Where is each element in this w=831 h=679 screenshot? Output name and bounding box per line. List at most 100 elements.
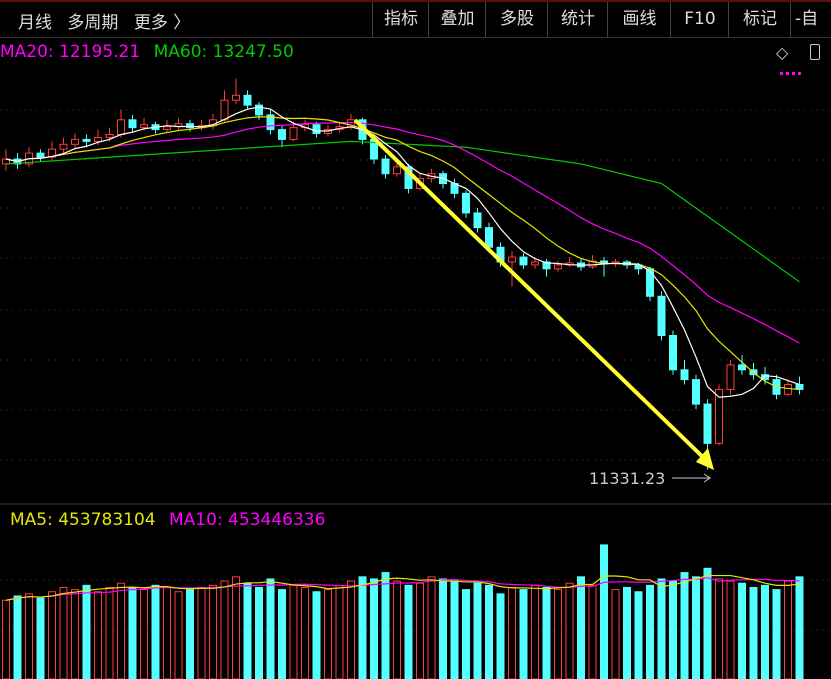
volume-bar: [703, 567, 712, 679]
multi-stock-button[interactable]: 多股: [485, 2, 548, 37]
volume-bar: [473, 582, 482, 679]
candle-up: [117, 119, 125, 136]
indicator-button[interactable]: 指标: [372, 2, 429, 37]
low-price-label: 11331.23: [589, 469, 665, 488]
candle-up: [289, 127, 298, 140]
candle-down: [738, 364, 746, 371]
candle-down: [657, 295, 666, 336]
candle-up: [393, 166, 401, 175]
volume-bar: [25, 593, 33, 679]
statistics-button[interactable]: 统计: [547, 2, 608, 37]
candle-down: [312, 124, 321, 135]
candle-up: [220, 99, 229, 121]
volume-bar: [140, 589, 148, 679]
volume-bar: [151, 584, 160, 679]
volume-bar: [611, 589, 620, 679]
candle-down: [255, 104, 263, 116]
trend-arrow-head: [696, 448, 714, 470]
volume-legend: MA5: 453783104 MA10: 453446336: [0, 510, 333, 530]
volume-bar: [577, 576, 585, 679]
custom-button[interactable]: -自: [790, 2, 831, 37]
volume-bar: [542, 586, 551, 679]
candle-up: [140, 124, 148, 129]
more-tab[interactable]: 更多 〉: [133, 13, 191, 33]
indicator-dot: [780, 72, 783, 75]
volume-bar: [692, 576, 700, 679]
indicator-dot: [786, 72, 789, 75]
volume-bar: [209, 584, 217, 679]
volume-bar: [59, 586, 68, 679]
ma10-line: [5, 116, 800, 391]
multi-period-tab[interactable]: 多周期: [67, 13, 119, 33]
volume-bar: [554, 589, 562, 679]
candle-down: [761, 374, 769, 381]
volume-bar: [623, 586, 631, 679]
volume-bar: [427, 576, 436, 679]
overlay-button[interactable]: 叠加: [428, 2, 486, 37]
period-selector: 月线 多周期 更多 〉: [0, 8, 200, 33]
volume-bar: [680, 572, 689, 679]
volume-bar: [255, 586, 263, 679]
volume-bar: [13, 595, 22, 679]
volume-bar: [565, 582, 574, 679]
diamond-icon[interactable]: ◇: [776, 43, 789, 62]
volume-bar: [795, 576, 804, 679]
volume-ma10-line: [5, 577, 800, 601]
volume-bar: [186, 589, 194, 679]
volume-bar: [128, 586, 137, 679]
candle-down: [669, 334, 677, 371]
ma60-line: [5, 140, 800, 283]
volume-bar: [82, 584, 91, 679]
volume-bar: [2, 599, 10, 679]
volume-bar: [36, 597, 45, 679]
volume-bar: [278, 589, 286, 679]
volume-bar: [715, 578, 723, 679]
candle-down: [646, 268, 654, 297]
ma60-legend: MA60: 13247.50: [153, 42, 294, 62]
f10-button[interactable]: F10: [670, 2, 729, 37]
volume-bar: [243, 582, 252, 679]
candle-up: [554, 264, 562, 270]
volume-bar: [312, 591, 321, 679]
volume-bar: [197, 586, 206, 679]
volume-bar: [324, 589, 332, 679]
mark-button[interactable]: 标记: [728, 2, 791, 37]
volume-bar: [404, 584, 413, 679]
candle-down: [186, 123, 194, 129]
candle-down: [703, 403, 712, 444]
panel-toggle-icon[interactable]: [810, 44, 820, 60]
volume-bar: [94, 591, 102, 679]
volume-bar: [462, 589, 470, 679]
vol-ma10-legend: MA10: 453446336: [169, 510, 326, 530]
volume-bar: [266, 578, 275, 679]
candle-down: [278, 129, 286, 140]
volume-bar: [416, 582, 424, 679]
volume-bar: [163, 586, 171, 679]
toolbar: 月线 多周期 更多 〉 指标 叠加 多股 统计 画线 F10 标记 -自: [0, 0, 831, 38]
candle-down: [473, 212, 482, 229]
volume-bar: [393, 580, 401, 679]
volume-bar: [358, 576, 367, 679]
trend-arrow-line: [353, 118, 710, 464]
candle-down: [36, 152, 45, 158]
candle-down: [462, 192, 470, 214]
candle-up: [94, 136, 102, 142]
candle-down: [82, 138, 91, 142]
monthly-tab[interactable]: 月线: [18, 13, 52, 33]
volume-bar: [772, 589, 781, 679]
volume-bar: [117, 582, 125, 679]
volume-bar: [450, 580, 459, 679]
low-pointer-arrowhead: [703, 473, 711, 483]
candle-down: [381, 158, 390, 175]
volume-bar: [634, 591, 643, 679]
volume-bar: [531, 584, 539, 679]
volume-bar: [105, 586, 114, 679]
volume-bar: [588, 584, 597, 679]
volume-bar: [347, 580, 355, 679]
candle-up: [726, 364, 735, 390]
draw-line-button[interactable]: 画线: [607, 2, 671, 37]
volume-bar: [600, 544, 608, 679]
volume-bar: [232, 576, 240, 679]
volume-bar: [657, 578, 666, 679]
